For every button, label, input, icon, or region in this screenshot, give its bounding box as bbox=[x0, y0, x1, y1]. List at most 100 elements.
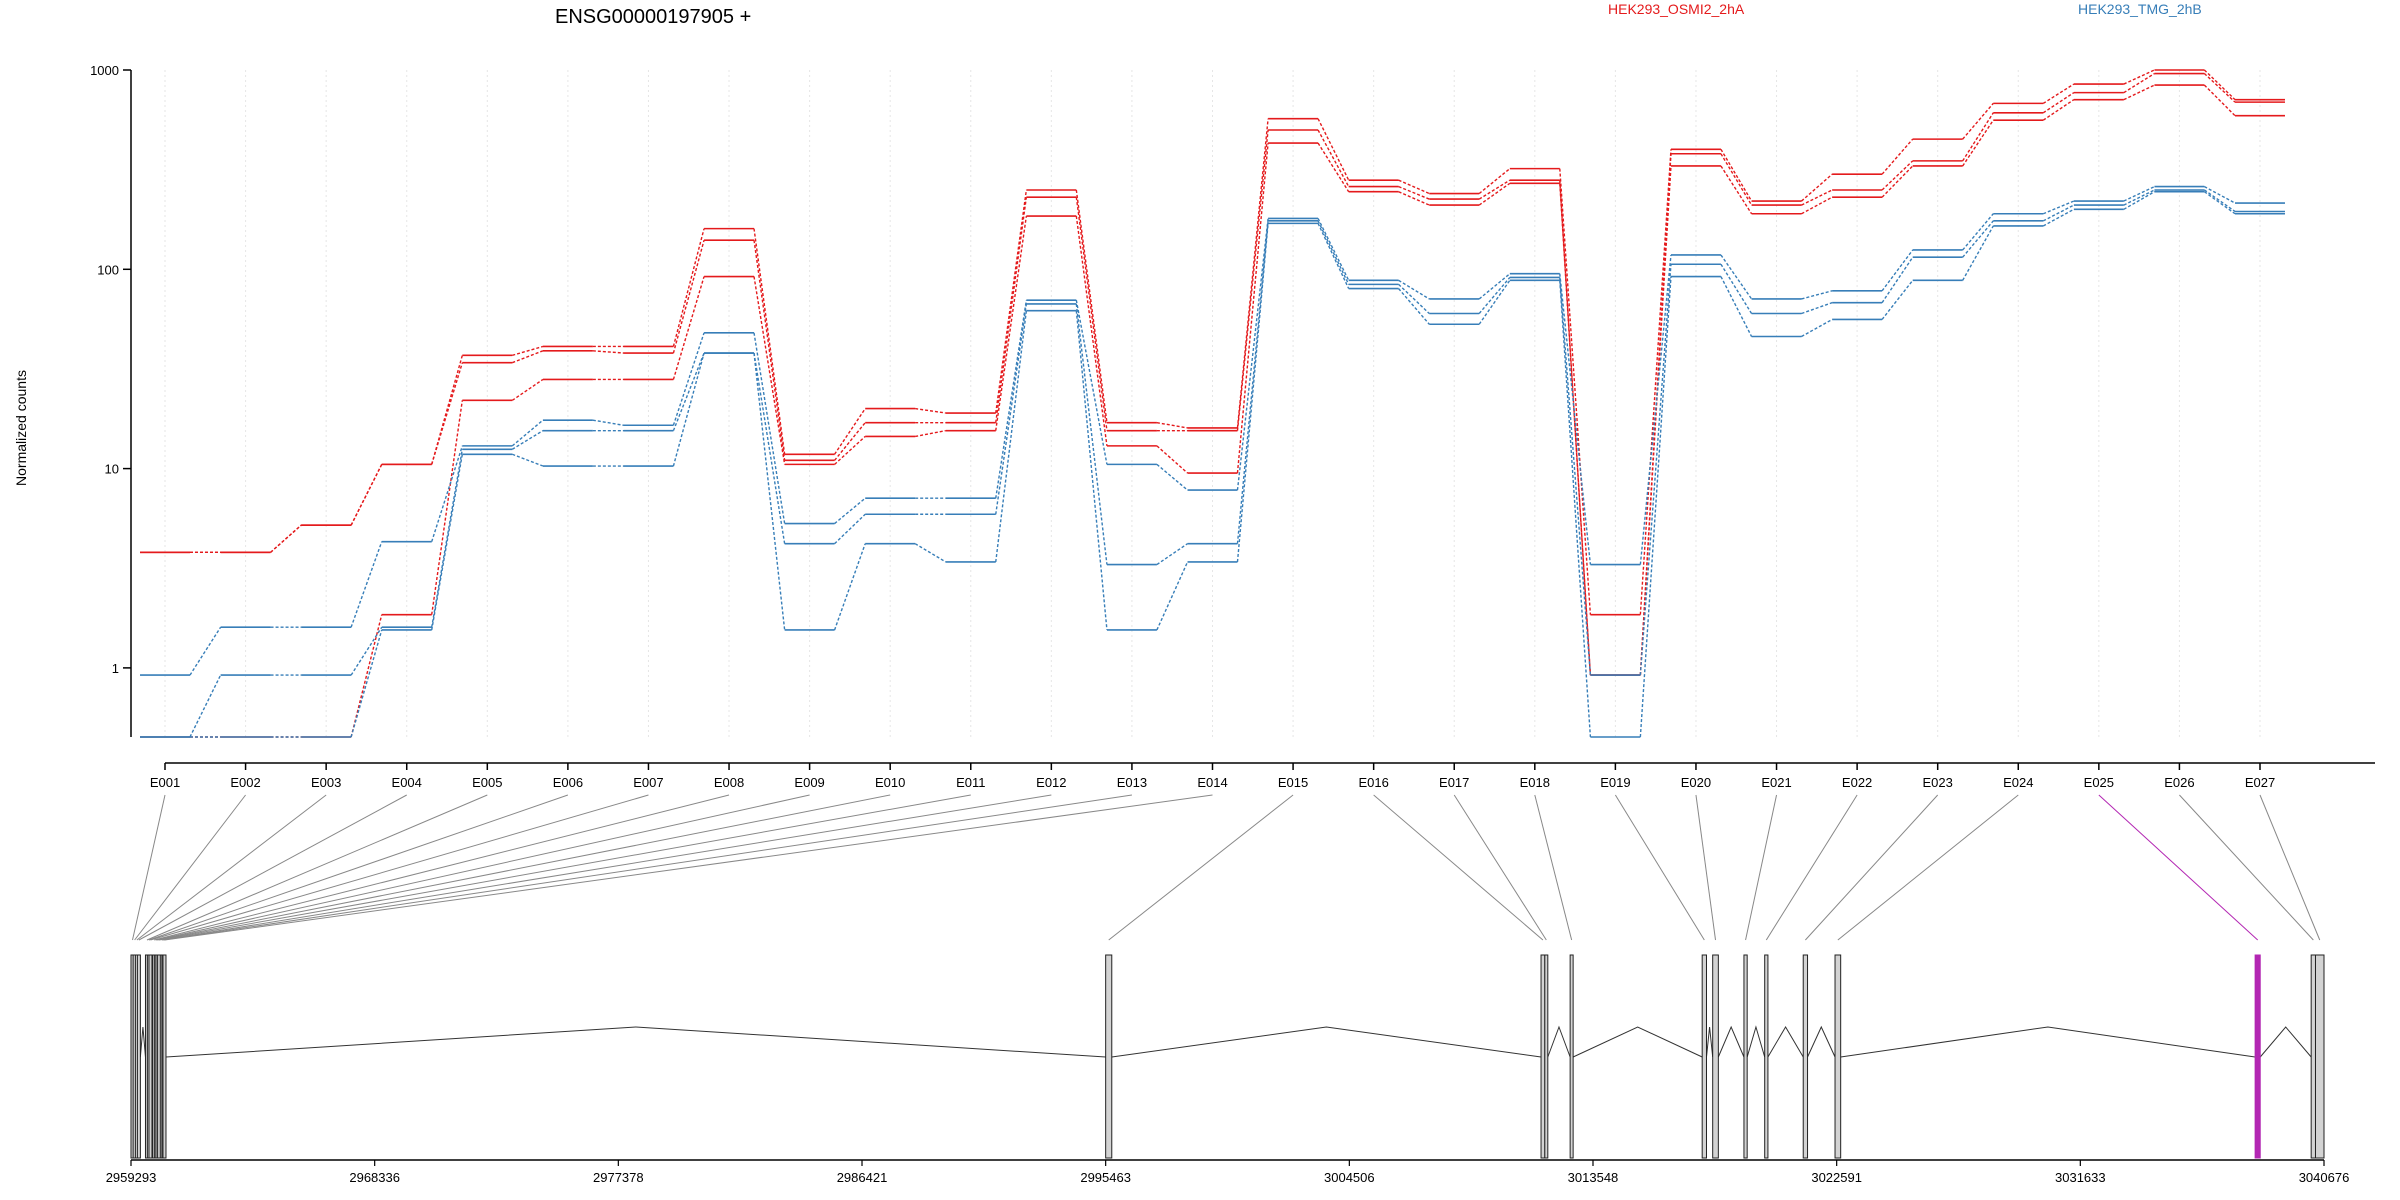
series-connector bbox=[753, 276, 786, 465]
series-connector bbox=[995, 300, 1028, 499]
series-connector bbox=[834, 513, 866, 545]
genomic-tick-label: 2968336 bbox=[349, 1170, 400, 1185]
series-connector bbox=[1236, 218, 1269, 491]
series-connector bbox=[1639, 276, 1672, 738]
series-connector bbox=[1962, 220, 1994, 258]
series-connector bbox=[672, 352, 705, 467]
exon-connector bbox=[1745, 794, 1778, 941]
series-connector bbox=[1478, 273, 1511, 300]
genomic-tick-label: 3040676 bbox=[2299, 1170, 2350, 1185]
series-connector bbox=[834, 408, 866, 455]
plot-grid bbox=[164, 70, 2261, 737]
series-connector bbox=[1559, 273, 1592, 565]
series-connector bbox=[1156, 463, 1188, 491]
series-connector bbox=[1559, 183, 1592, 676]
y-tick-label: 100 bbox=[97, 262, 119, 277]
exon-connector bbox=[150, 794, 649, 941]
y-tick-label: 10 bbox=[105, 462, 119, 477]
exon-box bbox=[2254, 954, 2261, 1159]
chart-title: ENSG00000197905 + bbox=[555, 6, 751, 28]
exon-connector bbox=[1765, 794, 1858, 941]
series-connector bbox=[511, 430, 544, 450]
series-connector bbox=[834, 435, 866, 465]
series-connector bbox=[1639, 165, 1672, 676]
series-connector bbox=[1881, 279, 1914, 320]
series-connector bbox=[2203, 191, 2236, 215]
series-connector bbox=[511, 378, 544, 401]
exon-connector bbox=[161, 794, 1052, 941]
series-connector bbox=[1639, 254, 1672, 565]
series-connector bbox=[1236, 118, 1269, 428]
exon-connector bbox=[1108, 794, 1294, 941]
exon-box bbox=[136, 954, 141, 1159]
plot-axes: 1 10 100 1000 E001 E002 E003 E004 E005 E006 E007 E0… bbox=[90, 63, 2375, 790]
series-connector bbox=[672, 276, 705, 380]
series-connector bbox=[1801, 290, 1833, 300]
series-connector bbox=[592, 419, 624, 426]
series-connector bbox=[350, 614, 383, 738]
x-tick-label: E002 bbox=[230, 775, 260, 790]
exon-connector bbox=[1837, 794, 2019, 941]
series-connector bbox=[753, 332, 786, 524]
series-1 bbox=[140, 72, 2285, 676]
series-connector bbox=[2123, 69, 2155, 85]
exon-box bbox=[2314, 954, 2325, 1159]
series-connector bbox=[1156, 445, 1188, 474]
x-tick-label: E017 bbox=[1439, 775, 1469, 790]
series-connector bbox=[189, 674, 222, 738]
series-connector bbox=[834, 422, 866, 461]
series-connector bbox=[995, 215, 1028, 431]
series-connector bbox=[350, 541, 383, 628]
series-connector bbox=[753, 352, 786, 631]
series-connector bbox=[270, 524, 302, 553]
series-connector bbox=[350, 629, 383, 738]
series-connector bbox=[1398, 185, 1430, 200]
gene-model bbox=[130, 954, 2325, 1159]
exon-connector bbox=[157, 794, 891, 941]
exon-box bbox=[162, 954, 167, 1159]
intron-line bbox=[1840, 1026, 2256, 1058]
series-connector bbox=[2123, 84, 2155, 101]
series-connector bbox=[833, 543, 866, 631]
series-connector bbox=[431, 400, 464, 615]
series-connector bbox=[1962, 119, 1994, 167]
series-connector bbox=[511, 419, 544, 447]
x-tick-label: E018 bbox=[1520, 775, 1550, 790]
x-tick-label: E013 bbox=[1117, 775, 1147, 790]
series-connector bbox=[1720, 254, 1753, 300]
exon-connector bbox=[148, 794, 569, 941]
series-connector bbox=[1962, 102, 1994, 140]
series-connector bbox=[995, 310, 1028, 563]
x-tick-label: E014 bbox=[1197, 775, 1227, 790]
series-connector bbox=[672, 352, 705, 431]
exon-connector bbox=[132, 794, 166, 941]
series-connector bbox=[1075, 197, 1108, 431]
series-connector bbox=[1478, 168, 1511, 195]
exon-connector bbox=[159, 794, 971, 941]
series-connector bbox=[2203, 69, 2236, 101]
series-connector bbox=[2042, 99, 2075, 121]
x-tick-label: E008 bbox=[714, 775, 744, 790]
x-tick-label: E009 bbox=[794, 775, 824, 790]
intron-line bbox=[1767, 1026, 1804, 1058]
series-connector bbox=[1156, 543, 1188, 566]
legend-entry-osmi2: HEK293_OSMI2_2hA bbox=[1608, 1, 1745, 17]
intron-line bbox=[139, 1026, 146, 1058]
series-connector bbox=[1398, 179, 1430, 195]
exon-connector bbox=[146, 794, 488, 941]
x-tick-label: E003 bbox=[311, 775, 341, 790]
exon-box bbox=[1764, 954, 1769, 1159]
x-tick-label: E011 bbox=[956, 775, 985, 790]
series-connector bbox=[995, 303, 1028, 515]
series-connector bbox=[2123, 189, 2155, 206]
series-connector bbox=[1881, 249, 1914, 292]
series-connector bbox=[1075, 215, 1108, 446]
genomic-tick-label: 2977378 bbox=[593, 1170, 644, 1185]
series-connector bbox=[1720, 263, 1753, 314]
exon-box bbox=[1802, 954, 1809, 1159]
x-tick-label: E027 bbox=[2245, 775, 2275, 790]
series-connector bbox=[1720, 276, 1753, 337]
intron-line bbox=[1572, 1026, 1703, 1058]
series-connector bbox=[672, 228, 705, 347]
series-connector bbox=[431, 445, 463, 542]
